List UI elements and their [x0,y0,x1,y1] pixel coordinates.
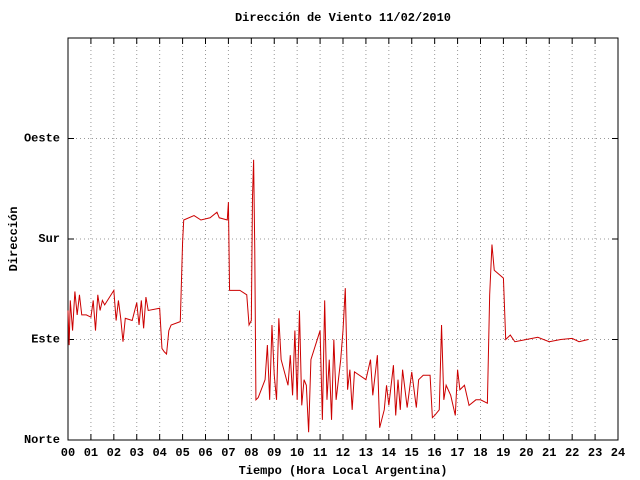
x-tick-label: 02 [107,446,121,460]
x-tick-label: 23 [588,446,602,460]
x-tick-label: 16 [427,446,441,460]
x-tick-label: 14 [382,446,396,460]
data-line [67,159,589,433]
x-tick-label: 24 [611,446,625,460]
x-tick-label: 11 [313,446,327,460]
x-tick-label: 05 [175,446,189,460]
x-tick-label: 08 [244,446,258,460]
x-tick-label: 18 [473,446,487,460]
x-tick-label: 12 [336,446,350,460]
plot-frame [67,37,619,441]
x-tick-label: 21 [542,446,556,460]
x-tick-label: 17 [450,446,464,460]
y-tick-label: Norte [24,433,60,447]
x-tick-label: 07 [221,446,235,460]
x-tick-label: 00 [61,446,75,460]
y-tick-label: Oeste [24,132,60,146]
y-tick-label: Este [31,333,60,347]
x-tick-label: 22 [565,446,579,460]
x-tick-label: 03 [130,446,144,460]
x-tick-label: 15 [405,446,419,460]
x-tick-label: 09 [267,446,281,460]
x-tick-label: 13 [359,446,373,460]
x-tick-label: 06 [198,446,212,460]
chart-title: Dirección de Viento 11/02/2010 [235,11,451,25]
x-tick-label: 19 [496,446,510,460]
x-tick-label: 01 [84,446,98,460]
x-tick-label: 04 [152,446,166,460]
x-tick-label: 10 [290,446,304,460]
y-axis-label: Dirección [7,207,21,272]
x-axis-label: Tiempo (Hora Local Argentina) [239,464,448,478]
y-tick-label: Sur [38,232,60,246]
x-tick-label: 20 [519,446,533,460]
